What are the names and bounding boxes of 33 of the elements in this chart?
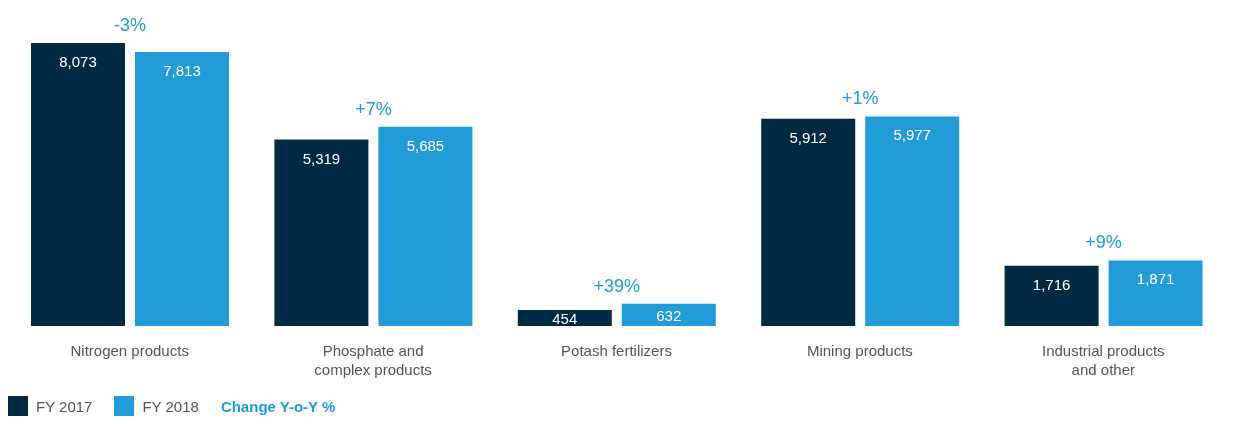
legend-label: FY 2017 [35, 396, 93, 416]
x-tick-label: Mining products [806, 342, 913, 359]
data-label: 5,319 [302, 149, 341, 167]
bar [865, 116, 960, 326]
data-label: 1,716 [1032, 275, 1071, 293]
data-label: 7,813 [163, 62, 201, 80]
bar [135, 52, 229, 326]
data-label: 1,871 [1136, 270, 1175, 288]
bar [761, 118, 856, 326]
bar [1004, 265, 1099, 326]
bar [621, 303, 716, 326]
data-label: 5,912 [789, 128, 827, 146]
bar [274, 139, 369, 326]
bar [517, 310, 612, 326]
x-tick-label: Nitrogen products [70, 342, 189, 359]
x-tick-label: Industrial products and other [1042, 342, 1165, 378]
x-tick-label: Phosphate and complex products [314, 342, 432, 378]
annotation: +39% [593, 275, 641, 296]
data-label: 454 [552, 310, 578, 328]
bar [31, 43, 125, 326]
x-tick-label: Potash fertilizers [561, 342, 672, 359]
legend-label: FY 2018 [141, 396, 199, 416]
annotation: +7% [355, 98, 392, 119]
text: Change Y-o-Y % [220, 397, 336, 415]
annotation: +9% [1085, 232, 1122, 253]
annotation: +1% [841, 88, 879, 109]
bar [1108, 260, 1203, 326]
data-label: 632 [656, 306, 682, 324]
text: -3% [113, 15, 147, 35]
data-label: 8,073 [59, 53, 97, 70]
data-label: 5,685 [406, 136, 445, 154]
bar [378, 126, 473, 326]
data-label: 5,977 [893, 126, 931, 144]
